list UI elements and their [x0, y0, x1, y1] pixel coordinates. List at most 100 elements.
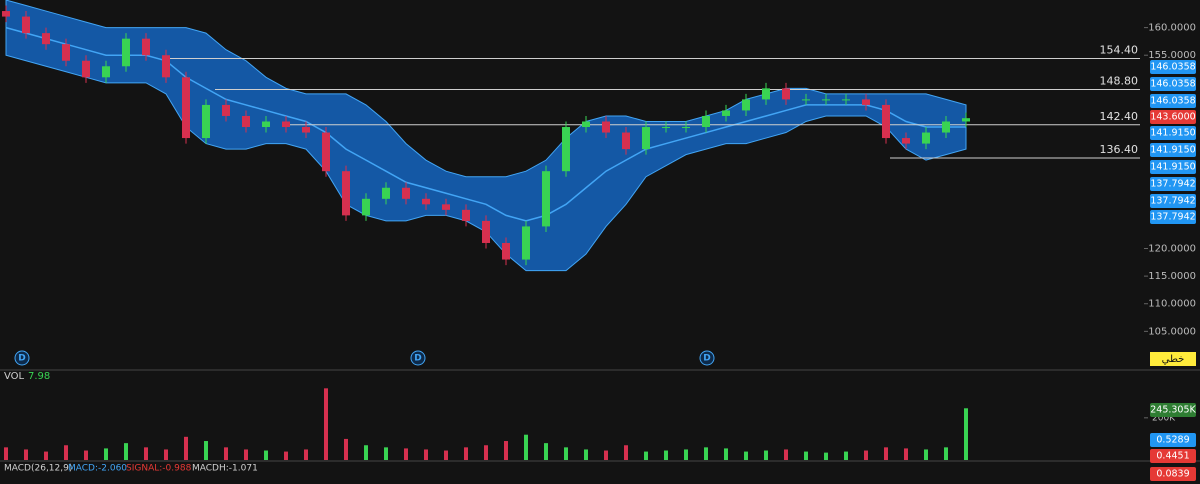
candle-body — [442, 204, 450, 210]
histogram-value: MACDH:-1.071 — [192, 464, 258, 474]
price-badge-box — [1150, 94, 1196, 108]
volume-bar — [424, 449, 428, 460]
y-tick-label: 110.0000 — [1148, 299, 1196, 310]
candle-body — [302, 127, 310, 133]
candle-body — [162, 55, 170, 78]
price-badge: 137.7942 — [1150, 212, 1195, 223]
price-badge: 141.9150 — [1150, 162, 1195, 173]
candle-body — [922, 132, 930, 144]
candle-body — [662, 127, 670, 129]
volume-bar — [804, 451, 808, 460]
candle-body — [382, 187, 390, 199]
event-marker — [410, 350, 426, 366]
volume-bar — [164, 449, 168, 460]
price-badge-box — [1150, 160, 1196, 174]
price-badge-box — [1150, 110, 1196, 124]
candle-body — [882, 104, 890, 139]
volume-bar — [944, 447, 948, 460]
candle-body — [182, 77, 190, 139]
band-area — [5, 0, 967, 272]
volume-bar — [264, 450, 268, 460]
volume-bar — [524, 434, 528, 460]
volume-bar — [84, 450, 88, 460]
volume-bar — [644, 451, 648, 460]
candle-body — [642, 127, 650, 150]
candle-body — [602, 121, 610, 133]
volume-bar — [444, 450, 448, 460]
candle-body — [942, 121, 950, 133]
price-badge-box — [1150, 194, 1196, 208]
volume-bar — [304, 449, 308, 460]
candle-body — [422, 198, 430, 205]
level-label: 136.40 — [1100, 143, 1139, 156]
macd-badge: 0.0839 — [1156, 469, 1189, 480]
volume-bar — [284, 451, 288, 460]
volume-bar — [144, 447, 148, 460]
volume-bar — [624, 445, 628, 460]
candle-body — [262, 121, 270, 128]
price-badge: 137.7942 — [1150, 179, 1195, 190]
price-badge: 143.6000 — [1150, 112, 1195, 123]
event-marker-label: D — [18, 354, 25, 364]
candle-body — [822, 99, 830, 101]
volume-bar — [44, 451, 48, 460]
candle-body — [142, 38, 150, 56]
price-badge-box — [1150, 60, 1196, 74]
volume-bar — [364, 445, 368, 460]
candle-body — [902, 138, 910, 144]
volume-bar — [504, 441, 508, 460]
volume-bar — [684, 449, 688, 460]
candle-body — [42, 33, 50, 45]
volume-bar — [224, 447, 228, 460]
volume-bar — [404, 448, 408, 460]
candle-body — [722, 110, 730, 116]
event-marker — [699, 350, 715, 366]
candle-body — [102, 66, 110, 78]
candle-body — [702, 115, 710, 128]
candle-body — [562, 127, 570, 172]
volume-bar — [904, 448, 908, 460]
volume-bar — [664, 450, 668, 460]
volume-tick-label: 200K — [1152, 413, 1176, 423]
volume-bar — [864, 450, 868, 460]
volume-bar — [824, 452, 828, 460]
candle-body — [842, 99, 850, 101]
candle-body — [322, 132, 330, 172]
volume-bar — [124, 443, 128, 460]
price-badge-box — [1150, 177, 1196, 191]
candle-body — [22, 16, 30, 34]
signal-value: SIGNAL:-0.988 — [126, 464, 192, 474]
volume-bar — [324, 388, 328, 460]
price-badge: 146.0358 — [1150, 79, 1195, 90]
volume-bar — [924, 449, 928, 460]
volume-bar — [544, 443, 548, 460]
price-badge-box — [1150, 210, 1196, 224]
volume-bar — [724, 448, 728, 460]
candle-body — [582, 121, 590, 128]
candle-body — [622, 132, 630, 150]
candle-body — [242, 115, 250, 128]
candle-body — [202, 104, 210, 139]
volume-bar — [104, 448, 108, 460]
y-tick-label: 105.0000 — [1148, 326, 1196, 337]
volume-bar — [204, 441, 208, 460]
y-tick-label: 160.0000 — [1148, 23, 1196, 34]
y-tick-label: 155.0000 — [1148, 50, 1196, 61]
macd-badge-box — [1150, 433, 1196, 447]
macd-badge: 0.5289 — [1156, 435, 1189, 446]
candle-body — [122, 38, 130, 67]
volume-bar — [604, 450, 608, 460]
candle-body — [2, 11, 10, 17]
volume-bar — [964, 408, 968, 460]
line-badge: خطي — [1162, 354, 1185, 365]
candle-body — [762, 88, 770, 100]
volume-bar — [584, 449, 588, 460]
volume-bar — [704, 447, 708, 460]
volume-badge: 245.305K — [1150, 405, 1196, 416]
price-badge-box — [1150, 143, 1196, 157]
y-tick-label: 115.0000 — [1148, 271, 1196, 282]
macd-value: MACD:-2.060 — [68, 464, 127, 474]
macd-badge: 0.4451 — [1156, 451, 1189, 462]
price-badge: 146.0358 — [1150, 62, 1195, 73]
price-badge-box — [1150, 126, 1196, 140]
